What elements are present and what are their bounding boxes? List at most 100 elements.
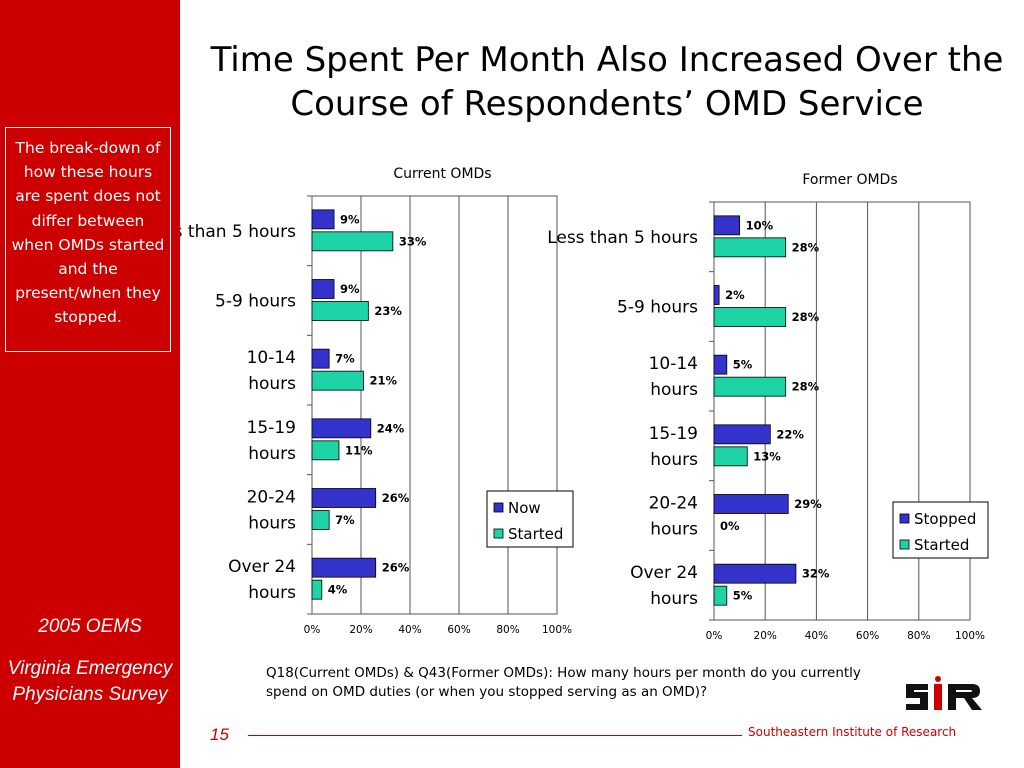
bar-stopped [713, 494, 789, 514]
page-number: 15 [210, 725, 229, 744]
legend-swatch [899, 513, 910, 524]
legend: Now Started [486, 490, 574, 548]
x-tick-label: 60% [856, 630, 879, 642]
category-label: 20-24 [247, 488, 296, 508]
legend-label: Stopped [914, 510, 976, 528]
data-label: 9% [340, 212, 360, 226]
legend-swatch [899, 539, 910, 550]
sidebar-year: 2005 OEMS [38, 616, 142, 637]
bar-started [713, 307, 787, 327]
bar-started [311, 440, 340, 461]
category-label: hours [650, 450, 698, 470]
charts-area: 0% 20% 40% 60% 80% 100% Current OMDs 9% 33% Less … [180, 166, 989, 642]
data-label: 9% [340, 282, 360, 296]
footer-org-name: Southeastern Institute of Research [748, 725, 957, 739]
bar-started [311, 231, 394, 252]
category-label: hours [650, 380, 698, 400]
bar-started [713, 237, 787, 258]
legend-label: Started [508, 525, 563, 543]
data-label: 11% [345, 443, 373, 457]
category-label: Over 24 [228, 557, 296, 577]
bar-now [311, 418, 372, 439]
bar-started [311, 579, 323, 600]
data-label: 32% [802, 567, 830, 581]
x-tick-label: 100% [955, 630, 985, 642]
category-label: 5-9 hours [215, 292, 296, 312]
data-label: 4% [328, 583, 348, 597]
bar-started [713, 585, 728, 606]
bar-now [311, 279, 335, 299]
category-label: hours [248, 583, 296, 603]
x-tick-label: 60% [447, 624, 470, 636]
category-label: 20-24 [649, 494, 698, 514]
sidebar-survey-name: Virginia Emergency Physicians Survey [7, 658, 173, 705]
bar-now [311, 488, 377, 508]
bar-started [311, 301, 369, 321]
plot-frame [311, 195, 558, 615]
data-label: 13% [753, 449, 781, 463]
data-label: 7% [335, 352, 355, 366]
category-label: 15-19 [649, 424, 698, 444]
bar-now [311, 557, 377, 578]
x-tick-label: 80% [496, 624, 519, 636]
chart-title: Current OMDs [393, 166, 491, 182]
bar-now [311, 209, 335, 230]
bar-stopped [713, 354, 728, 375]
legend-label: Now [508, 499, 541, 517]
bar-stopped [713, 563, 797, 584]
category-label: Over 24 [630, 563, 698, 583]
bar-stopped [713, 424, 771, 445]
callout-box: The break-down of how these hours are sp… [5, 127, 171, 352]
chart-2: 0% 20% 40% 60% 80% 100% Former OMDs 10% 28% Less … [547, 172, 989, 642]
x-tick-label: 80% [907, 630, 930, 642]
category-label: hours [248, 374, 296, 394]
sir-logo [906, 676, 982, 710]
data-label: 26% [382, 561, 410, 575]
data-label: 5% [733, 589, 753, 603]
x-tick-label: 40% [398, 624, 421, 636]
footnote: Q18(Current OMDs) & Q43(Former OMDs): Ho… [266, 665, 861, 700]
legend-swatch [493, 502, 504, 513]
footer-divider [248, 735, 742, 736]
category-label: hours [650, 589, 698, 609]
x-tick-label: 20% [349, 624, 372, 636]
legend-label: Started [914, 536, 969, 554]
x-tick-label: 40% [805, 630, 828, 642]
category-label: 5-9 hours [617, 298, 698, 318]
bar-now [311, 348, 330, 369]
data-label: 28% [792, 380, 820, 394]
category-label: 10-14 [649, 354, 698, 374]
data-label: 5% [733, 358, 753, 372]
bar-started [713, 446, 748, 467]
x-tick-label: 20% [754, 630, 777, 642]
bar-stopped [713, 285, 720, 305]
bar-started [713, 376, 787, 397]
slide-title: Time Spent Per Month Also Increased Over… [210, 40, 1004, 124]
data-label: 28% [792, 310, 820, 324]
chart-title: Former OMDs [802, 172, 897, 188]
data-label: 10% [746, 218, 774, 232]
x-tick-label: 100% [542, 624, 572, 636]
category-label: Less than 5 hours [180, 222, 296, 242]
data-label: 28% [792, 240, 820, 254]
data-label: 0% [720, 519, 740, 533]
category-label: hours [248, 514, 296, 534]
x-tick-label: 0% [706, 630, 723, 642]
data-label: 7% [335, 513, 355, 527]
legend-swatch [493, 528, 504, 539]
data-label: 21% [369, 374, 397, 388]
data-label: 23% [374, 304, 402, 318]
legend: Stopped Started [892, 501, 989, 559]
sidebar-panel: The break-down of how these hours are sp… [0, 0, 180, 768]
category-label: 10-14 [247, 348, 296, 368]
chart-1: 0% 20% 40% 60% 80% 100% Current OMDs 9% 33% Less … [180, 166, 574, 636]
data-label: 2% [725, 288, 745, 302]
data-label: 33% [399, 234, 427, 248]
bar-started [311, 370, 364, 391]
data-label: 26% [382, 491, 410, 505]
bar-stopped [713, 215, 741, 236]
data-label: 29% [794, 497, 822, 511]
category-label: hours [650, 520, 698, 540]
category-label: hours [248, 444, 296, 464]
data-label: 22% [776, 427, 804, 441]
